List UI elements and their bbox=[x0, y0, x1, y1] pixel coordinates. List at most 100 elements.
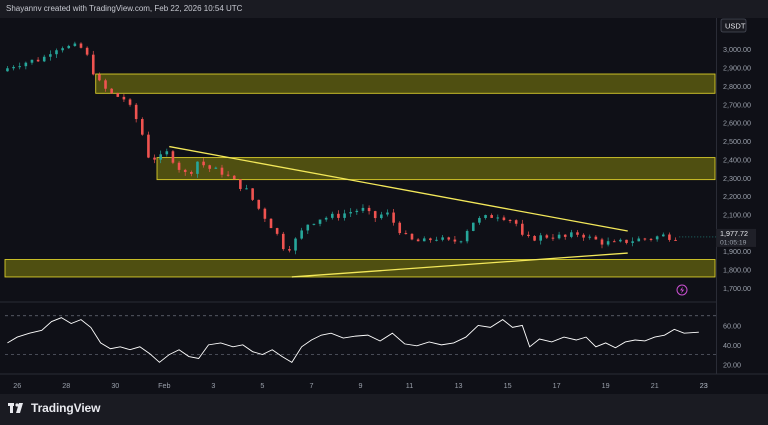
candle-down bbox=[533, 236, 536, 241]
header-bar: Shayannv created with TradingView.com, F… bbox=[0, 0, 768, 18]
candle-up bbox=[214, 167, 218, 169]
price-tick-label: 2,300.00 bbox=[723, 174, 751, 183]
candle-down bbox=[263, 208, 267, 219]
candle-down bbox=[416, 239, 420, 242]
candle-up bbox=[300, 230, 303, 239]
price-tick-label: 1,700.00 bbox=[723, 284, 751, 293]
candle-up bbox=[465, 230, 469, 242]
grid bbox=[0, 18, 768, 375]
candle-down bbox=[429, 238, 432, 241]
candle-down bbox=[232, 175, 236, 180]
rsi-line bbox=[7, 317, 699, 363]
candle-up bbox=[6, 68, 9, 72]
candle-down bbox=[140, 119, 144, 135]
x-tick-label: 30 bbox=[111, 381, 119, 390]
candle-down bbox=[226, 174, 230, 176]
last-price-value: 1,977.72 bbox=[720, 229, 748, 238]
chart-svg[interactable]: 1,700.001,800.001,900.002,000.002,100.00… bbox=[0, 18, 768, 394]
candle-up bbox=[42, 56, 46, 62]
candle-down bbox=[545, 235, 549, 238]
candle-up bbox=[496, 217, 500, 219]
candle-up bbox=[331, 213, 334, 218]
candle-up bbox=[12, 66, 15, 69]
footer-bar: TradingView bbox=[0, 394, 768, 425]
candle-down bbox=[521, 223, 524, 235]
x-tick-label: 15 bbox=[504, 381, 512, 390]
candle-down bbox=[576, 232, 579, 235]
candle-up bbox=[386, 212, 389, 215]
candle-up bbox=[24, 62, 28, 67]
candle-up bbox=[306, 224, 310, 231]
candle-up bbox=[441, 237, 444, 240]
x-tick-label: 3 bbox=[211, 381, 215, 390]
candle-up bbox=[606, 241, 610, 245]
candle-up bbox=[380, 214, 383, 219]
supply-zone-upper bbox=[95, 73, 716, 94]
x-tick-label-end: 23 bbox=[700, 381, 708, 390]
candle-up bbox=[67, 45, 71, 49]
currency-badge: USDT bbox=[720, 18, 747, 33]
trendlines bbox=[169, 145, 628, 278]
price-tick-label: 2,800.00 bbox=[723, 82, 751, 91]
candle-down bbox=[392, 212, 395, 223]
tradingview-logo-icon bbox=[8, 402, 23, 413]
candle-down bbox=[177, 162, 181, 170]
candle-up bbox=[361, 207, 365, 211]
x-tick-label: 26 bbox=[13, 381, 21, 390]
candle-down bbox=[600, 239, 604, 245]
candle-down bbox=[134, 104, 138, 120]
candle-up bbox=[245, 188, 248, 190]
tradingview-logo[interactable]: TradingView bbox=[8, 401, 100, 415]
candle-down bbox=[563, 234, 567, 237]
candle-down bbox=[190, 171, 193, 174]
candle-up bbox=[588, 236, 592, 238]
x-tick-label: 5 bbox=[260, 381, 264, 390]
chart-area[interactable]: 1,700.001,800.001,900.002,000.002,100.00… bbox=[0, 18, 768, 394]
x-tick-label: 7 bbox=[309, 381, 313, 390]
candle-down bbox=[447, 237, 451, 240]
candle-up bbox=[324, 217, 328, 220]
rsi-tick-label: 20.00 bbox=[723, 360, 741, 369]
candle-up bbox=[355, 210, 359, 213]
candles bbox=[6, 41, 716, 255]
candle-down bbox=[153, 157, 156, 160]
candle-down bbox=[502, 217, 506, 221]
candle-down bbox=[410, 233, 414, 240]
x-tick-label: 19 bbox=[602, 381, 610, 390]
candle-down bbox=[122, 96, 126, 100]
candle-up bbox=[631, 241, 634, 243]
currency-badge-box bbox=[720, 18, 747, 33]
candle-down bbox=[582, 234, 585, 238]
candle-up bbox=[435, 239, 438, 241]
candle-up bbox=[55, 50, 58, 55]
candle-down bbox=[288, 249, 291, 251]
candle-down bbox=[147, 134, 150, 158]
countdown-timer: 01:05:19 bbox=[720, 239, 747, 246]
candle-up bbox=[619, 239, 622, 242]
candle-up bbox=[49, 54, 52, 57]
price-tick-label: 2,600.00 bbox=[723, 119, 751, 128]
x-tick-label: 23 bbox=[700, 381, 708, 390]
price-tick-label: 2,200.00 bbox=[723, 192, 751, 201]
candle-down bbox=[91, 54, 95, 75]
price-tick-label: 1,800.00 bbox=[723, 266, 751, 275]
candle-down bbox=[649, 238, 653, 240]
axes: 1,700.001,800.001,900.002,000.002,100.00… bbox=[13, 18, 756, 390]
candle-down bbox=[183, 169, 187, 172]
candle-down bbox=[527, 234, 530, 237]
candle-up bbox=[539, 235, 543, 241]
price-tick-label: 1,900.00 bbox=[723, 247, 751, 256]
candle-up bbox=[422, 238, 426, 242]
candle-down bbox=[398, 222, 402, 234]
zones bbox=[4, 73, 716, 278]
candle-up bbox=[484, 215, 487, 218]
candle-up bbox=[478, 217, 481, 223]
candle-down bbox=[594, 236, 598, 240]
candle-up bbox=[349, 212, 352, 214]
candle-down bbox=[490, 215, 493, 218]
candle-up bbox=[343, 213, 346, 218]
candle-up bbox=[61, 48, 64, 51]
candle-down bbox=[612, 241, 616, 243]
candle-down bbox=[643, 238, 647, 240]
